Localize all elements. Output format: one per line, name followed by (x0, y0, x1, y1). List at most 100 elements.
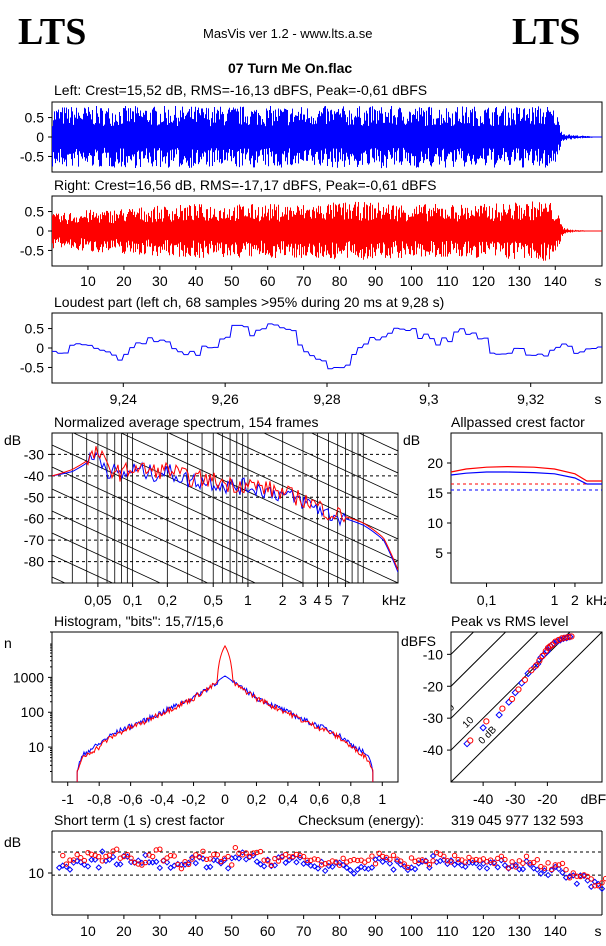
stcrest-left-point (361, 864, 368, 872)
stcrest-right-point (257, 848, 264, 855)
stcrest-right-point (336, 862, 343, 868)
peakrms-left-point (553, 637, 561, 646)
stcrest-left-point (95, 864, 102, 871)
loudest-part-title: Loudest part (left ch, 68 samples >95% d… (54, 294, 445, 310)
peakrms-left-point (463, 739, 471, 748)
stcrest-left-point (286, 856, 293, 864)
stcrest-right-point (408, 855, 415, 861)
peakrms-right-point (508, 695, 516, 703)
stcrest-right-point (513, 864, 519, 870)
stcrest-left-point (242, 856, 250, 863)
stcrest-right-point (81, 857, 88, 864)
stcrest-left-point (537, 870, 545, 877)
stcrest-right-point (455, 856, 461, 863)
right-waveform-xtick-label: 60 (260, 273, 276, 289)
stcrest-left-point (343, 864, 350, 871)
stcrest-left-point (307, 862, 315, 869)
peakrms-left-point (479, 724, 487, 732)
crest-ytick-label: 10 (427, 515, 443, 531)
peakrms-right-point (558, 635, 565, 642)
stcrest-right-point (369, 853, 375, 859)
stcrest-left-point (512, 861, 519, 869)
loudest-xtick-label: 9,32 (517, 391, 544, 407)
stcrest-xtick-label: 130 (508, 923, 532, 939)
stcrest-right-point (387, 856, 393, 862)
stcrest-right-point (175, 861, 181, 868)
stcrest-right-point (430, 858, 436, 864)
stcrest-xtick-label: 110 (436, 923, 459, 939)
track-title: 07 Turn Me On.flac (228, 60, 353, 76)
stcrest-right-point (451, 852, 458, 859)
stcrest-right-point (498, 853, 505, 860)
stcrest-left-point (106, 856, 113, 863)
peakrms-ytick-label: -20 (423, 678, 443, 694)
right-waveform-ytick-label: 0.5 (25, 204, 45, 220)
stcrest-right-point (293, 851, 300, 858)
stcrest-right-point (182, 859, 188, 865)
stcrest-xunit-label: s (595, 923, 602, 939)
peakrms-xtick-label: -30 (505, 791, 525, 807)
left-waveform-ytick-label: 0.5 (25, 110, 45, 126)
stcrest-left-point (84, 863, 92, 870)
stcrest-right-point (412, 858, 418, 865)
stcrest-right-point (261, 857, 267, 863)
stcrest-left-point (232, 854, 239, 861)
stcrest-right-point (272, 855, 278, 862)
stcrest-right-point (448, 859, 454, 865)
right-waveform-xtick-label: 120 (472, 273, 496, 289)
stcrest-right-point (160, 858, 167, 864)
stcrest-right-point (520, 860, 526, 866)
stcrest-right-point (232, 844, 239, 851)
stcrest-right-point (545, 860, 551, 866)
stcrest-left-point (519, 865, 527, 873)
loudest-xtick-label: 9,24 (110, 391, 137, 407)
stcrest-left-point (260, 863, 268, 870)
spectrum-xtick-label: 4 (313, 592, 321, 608)
stcrest-left-point (321, 867, 329, 875)
spectrum-slope-line (52, 466, 304, 583)
stcrest-left-point (156, 864, 164, 872)
stcrest-right-point (534, 856, 540, 863)
stcrest-left-point (314, 865, 322, 872)
stcrest-right-point (106, 852, 113, 858)
peakrms-right-point (483, 718, 490, 725)
peakrms-right-point (561, 634, 569, 641)
stcrest-right-point (530, 859, 537, 866)
stcrest-right-point (574, 873, 580, 879)
stcrest-right-point (200, 848, 206, 855)
spectrum-ytick-label: -60 (24, 511, 44, 527)
stcrest-right-point (218, 858, 224, 865)
stcrest-right-point (311, 856, 318, 862)
spectrum-xtick-label: 0,1 (123, 592, 143, 608)
spectrum-title: Normalized average spectrum, 154 frames (54, 414, 319, 430)
stcrest-xtick-label: 120 (472, 923, 496, 939)
stcrest-right-point (63, 861, 70, 867)
peakrms-right-point (552, 638, 559, 645)
stcrest-xtick-label: 100 (400, 923, 424, 939)
spectrum-left-curve (52, 451, 398, 573)
peakrms-left-point (517, 679, 526, 687)
stcrest-left-point (555, 865, 563, 873)
histogram-xtick-label: -0,6 (119, 791, 143, 807)
right-waveform-xtick-label: 30 (152, 273, 168, 289)
stcrest-right-point (207, 856, 213, 862)
stcrest-right-point (149, 853, 156, 860)
stcrest-right-point (275, 858, 282, 864)
stcrest-left-point (462, 863, 469, 870)
stcrest-left-point (350, 870, 358, 877)
loudest-ytick-label: -0.5 (20, 359, 44, 375)
stcrest-left-point (559, 869, 566, 876)
peakrms-right-point (467, 737, 474, 744)
spectrum-xtick-label: 0,05 (84, 592, 111, 608)
stcrest-xtick-label: 10 (80, 923, 96, 939)
stcrest-right-point (552, 862, 558, 868)
stcrest-right-point (189, 856, 195, 862)
loudest-xtick-label: 9,26 (212, 391, 239, 407)
peakrms-diagonal-label: 20 (441, 702, 457, 718)
stcrest-left-point (224, 865, 232, 872)
loudest-ytick-label: 0.5 (25, 321, 45, 337)
stcrest-left-point (214, 857, 221, 864)
stcrest-right-point (171, 853, 177, 859)
spectrum-slope-line (310, 433, 398, 474)
crest-ytick-label: 20 (427, 455, 443, 471)
